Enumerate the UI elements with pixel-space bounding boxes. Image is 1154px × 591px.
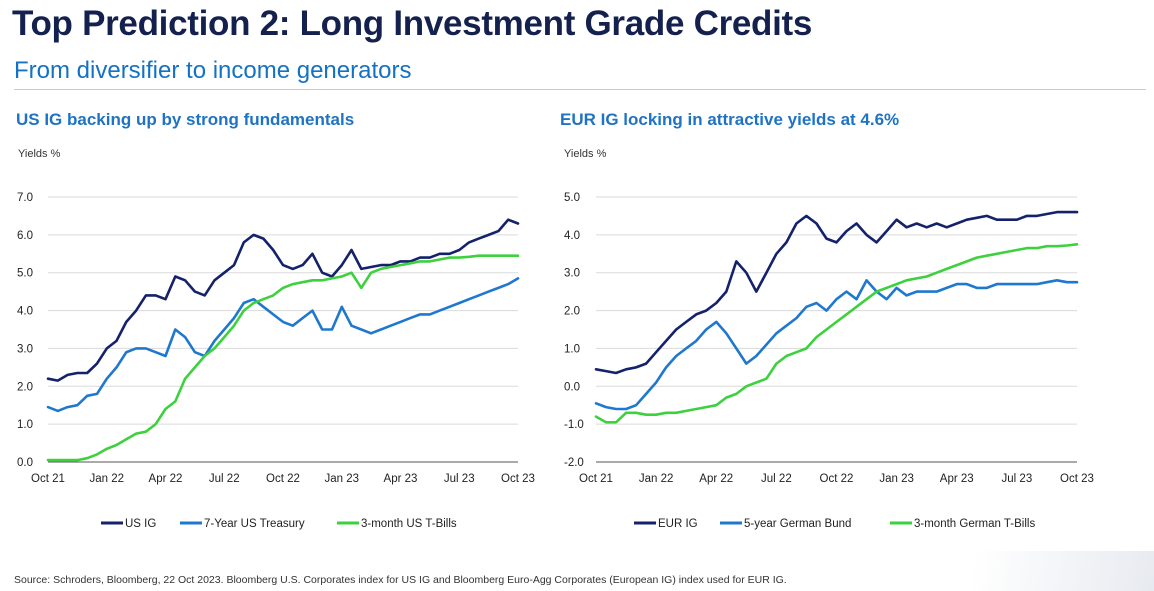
series-line-3-month-german-t-bills xyxy=(594,243,1079,424)
series-line-5-year-german-bund xyxy=(594,279,1079,411)
y-tick-label: 0.0 xyxy=(564,381,580,393)
source-footnote: Source: Schroders, Bloomberg, 22 Oct 202… xyxy=(14,574,787,586)
y-tick-label: 2.0 xyxy=(564,306,580,318)
x-tick-label: Jan 23 xyxy=(324,473,359,485)
x-tick-label: Oct 21 xyxy=(579,473,613,485)
y-tick-label: 4.0 xyxy=(564,230,580,242)
eur-ig-yield-chart: Yields % -2.0 -1.0 0.0 1.0 2.0 3.0 4.0 5.0 Oct 21… xyxy=(564,148,1094,530)
series-line-7-year-us-treasury xyxy=(46,277,520,413)
legend-label: 3-month German T-Bills xyxy=(914,518,1035,530)
x-tick-label: Oct 23 xyxy=(1060,473,1094,485)
y-tick-label: 0.0 xyxy=(17,457,33,469)
y-tick-label: 7.0 xyxy=(17,192,33,204)
y-tick-label: 3.0 xyxy=(17,343,33,355)
x-tick-label: Jul 23 xyxy=(444,473,475,485)
y-tick-label: 3.0 xyxy=(564,268,580,280)
y-tick-label: 1.0 xyxy=(17,419,33,431)
legend-label: 7-Year US Treasury xyxy=(204,518,305,530)
x-tick-label: Oct 23 xyxy=(501,473,535,485)
x-tick-label: Apr 23 xyxy=(940,473,974,485)
y-tick-label: -2.0 xyxy=(564,457,584,469)
x-tick-label: Oct 22 xyxy=(266,473,300,485)
x-tick-label: Apr 23 xyxy=(384,473,418,485)
y-tick-label: 6.0 xyxy=(17,230,33,242)
y-tick-label: 2.0 xyxy=(17,381,33,393)
right-chart-title: EUR IG locking in attractive yields at 4… xyxy=(560,110,900,129)
y-tick-label: 4.0 xyxy=(17,306,33,318)
header-divider xyxy=(14,89,1146,90)
y-tick-label: 5.0 xyxy=(564,192,580,204)
x-tick-label: Oct 22 xyxy=(820,473,854,485)
x-tick-label: Jan 22 xyxy=(639,473,674,485)
series-line-3-month-us-t-bills xyxy=(46,254,520,462)
legend-label: 3-month US T-Bills xyxy=(361,518,457,530)
legend-label: 5-year German Bund xyxy=(744,518,851,530)
x-tick-label: Apr 22 xyxy=(699,473,733,485)
corner-decoration xyxy=(894,551,1154,591)
page-subtitle: From diversifier to income generators xyxy=(14,57,412,84)
x-tick-label: Oct 21 xyxy=(31,473,65,485)
y-axis-label: Yields % xyxy=(18,148,61,160)
legend-label: EUR IG xyxy=(658,518,698,530)
left-chart-title: US IG backing up by strong fundamentals xyxy=(16,110,355,129)
x-tick-label: Jul 22 xyxy=(761,473,792,485)
series-line-eur-ig xyxy=(594,210,1079,375)
us-ig-yield-chart: Yields % 0.0 1.0 2.0 3.0 4.0 5.0 6.0 7.0 Oct 21 Ja… xyxy=(17,148,535,530)
x-tick-label: Jan 23 xyxy=(879,473,914,485)
y-tick-label: -1.0 xyxy=(564,419,584,431)
x-tick-label: Jul 22 xyxy=(209,473,240,485)
legend-label: US IG xyxy=(125,518,156,530)
y-axis-label: Yields % xyxy=(564,148,607,160)
y-tick-label: 1.0 xyxy=(564,343,580,355)
series-line-us-ig xyxy=(46,218,520,382)
x-tick-label: Apr 22 xyxy=(149,473,183,485)
x-tick-label: Jan 22 xyxy=(89,473,124,485)
page-title: Top Prediction 2: Long Investment Grade … xyxy=(12,4,813,43)
y-tick-label: 5.0 xyxy=(17,268,33,280)
x-tick-label: Jul 23 xyxy=(1002,473,1033,485)
